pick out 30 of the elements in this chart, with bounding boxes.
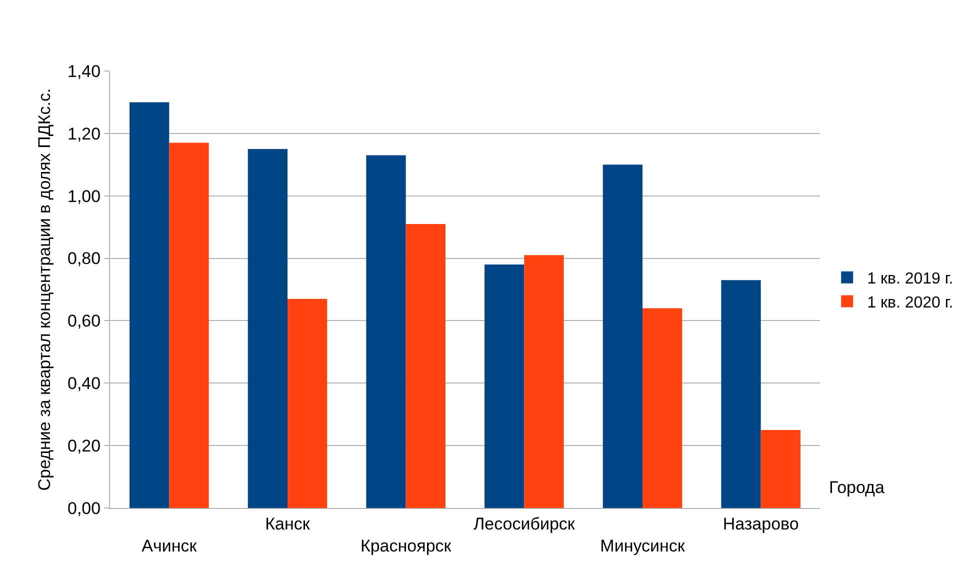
legend-label: 1 кв. 2019 г. <box>867 270 954 288</box>
y-tick-label: 1,40 <box>68 62 101 81</box>
bar <box>484 264 524 508</box>
bar <box>288 298 328 508</box>
y-tick-label: 1,00 <box>68 186 101 206</box>
bar <box>248 149 288 508</box>
y-tick-label: 0,40 <box>68 374 101 394</box>
bar <box>130 102 170 508</box>
x-tick-label: Назарово <box>722 514 799 534</box>
y-tick-label: 0,60 <box>68 312 101 331</box>
x-tick-label: Лесосибирск <box>473 514 576 534</box>
bar <box>602 164 642 508</box>
bar <box>406 224 446 508</box>
y-tick-label: 0,20 <box>68 436 101 456</box>
x-axis-title: Города <box>829 478 885 497</box>
bar <box>366 155 406 508</box>
y-tick-label: 0,80 <box>68 249 101 268</box>
x-tick-label: Минусинск <box>600 536 686 556</box>
x-tick-label: Красноярск <box>360 536 452 556</box>
bar <box>169 142 209 508</box>
x-tick-label: Канск <box>265 514 310 534</box>
y-tick-label: 1,20 <box>68 124 101 144</box>
y-axis-title: Средние за квартал концентрации в долях ПДКс.с. <box>35 88 54 491</box>
x-tick-label: Ачинск <box>142 536 198 556</box>
bar <box>721 280 761 508</box>
bar <box>524 255 564 508</box>
bar <box>642 308 682 508</box>
bar <box>760 430 800 508</box>
y-tick-label: 0,00 <box>68 498 101 518</box>
legend-label: 1 кв. 2020 г. <box>867 294 954 312</box>
